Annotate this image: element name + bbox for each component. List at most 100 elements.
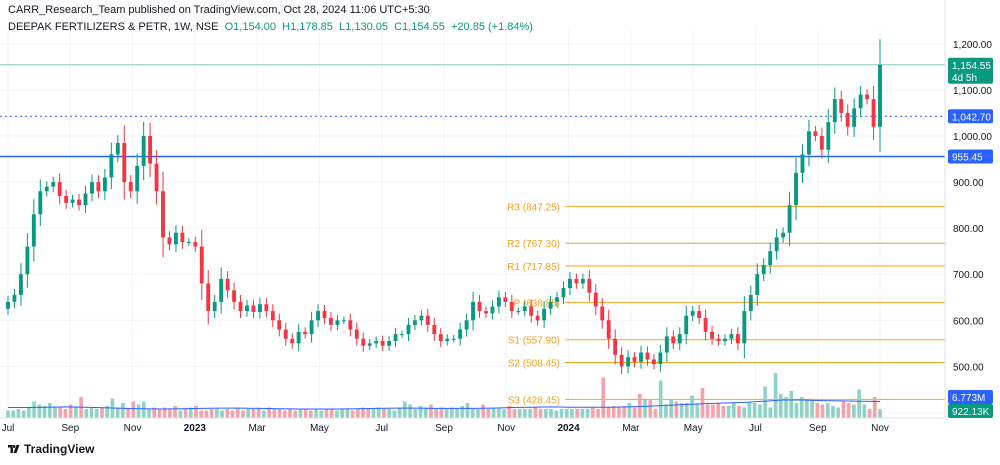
candle-body	[832, 99, 837, 123]
volume-bar	[361, 407, 365, 418]
volume-bar	[68, 404, 73, 418]
candle-body	[684, 315, 689, 335]
close-value: 1,154.55	[402, 21, 445, 33]
volume-bar	[878, 409, 882, 418]
volume-bar	[664, 404, 668, 418]
candle-body	[535, 315, 540, 321]
volume-bar	[695, 404, 700, 418]
volume-bar	[528, 409, 532, 418]
candle-body	[44, 186, 49, 192]
volume-bar	[549, 409, 553, 418]
volume-bar	[434, 409, 438, 418]
volume-bar	[58, 407, 63, 418]
volume-bar	[439, 407, 444, 418]
volume-bar	[831, 406, 835, 418]
volume-bar	[235, 407, 240, 418]
candle-body	[115, 142, 120, 155]
candle-body	[387, 341, 392, 346]
symbol-name[interactable]: DEEPAK FERTILIZERS & PETR, 1W, NSE	[8, 21, 219, 33]
volume-bar	[387, 409, 392, 418]
candle-body	[316, 311, 320, 321]
volume-bar	[382, 409, 386, 418]
candle-body	[574, 278, 579, 284]
volume-bar	[371, 409, 376, 418]
publisher-line: CARR_Research_Team published on TradingV…	[8, 4, 430, 16]
volume-bar	[392, 410, 397, 418]
volume-bar	[669, 400, 673, 418]
candle-body	[102, 177, 107, 192]
volume-bar	[606, 407, 611, 418]
candle-body	[716, 338, 721, 342]
candle-body	[154, 163, 159, 192]
candle-body	[135, 165, 140, 192]
candle-body	[516, 311, 521, 313]
candle-body	[639, 352, 643, 362]
volume-bar	[815, 403, 820, 418]
candle-body	[438, 334, 443, 342]
volume-bar	[747, 401, 752, 418]
volume-bar	[356, 409, 360, 418]
candle-body	[406, 324, 411, 335]
candle-body	[322, 311, 327, 319]
x-tick-label: Nov	[124, 423, 142, 434]
volume-bar	[42, 406, 47, 418]
volume-bar	[491, 407, 496, 418]
level-tag-label: 1,042.70	[952, 112, 991, 123]
candle-body	[658, 352, 663, 365]
price-axis[interactable]: 400.00500.00600.00700.00800.00900.001,00…	[953, 40, 992, 420]
volume-bar	[825, 403, 830, 418]
publisher-text: CARR_Research_Team published on TradingV…	[8, 4, 430, 16]
candle-body	[496, 297, 501, 307]
volume-bar	[643, 400, 647, 418]
pivot-label: S2 (508.45)	[508, 358, 560, 369]
volume-bar	[570, 409, 574, 418]
volume-bar	[533, 407, 538, 418]
volume-bar	[246, 409, 251, 418]
candle-body	[839, 99, 844, 113]
volume-bar	[267, 407, 271, 418]
volume-bar	[455, 409, 459, 418]
candle-body	[845, 112, 850, 127]
volume-bar	[105, 406, 110, 418]
volume-bar	[162, 407, 167, 418]
volume-bar	[507, 406, 512, 418]
candle-body	[819, 135, 824, 150]
candle-body	[606, 320, 611, 339]
volume-bar	[157, 409, 162, 418]
candle-body	[6, 301, 10, 309]
x-tick-label: Nov	[871, 423, 889, 434]
y-tick-label: 800.00	[953, 224, 984, 235]
volume-bar	[277, 409, 282, 418]
volume-bar	[324, 409, 329, 418]
volume-bar	[288, 409, 292, 418]
candle-body	[664, 336, 669, 353]
volume-bar	[632, 407, 637, 418]
volume-bar	[496, 407, 501, 418]
volume-bar	[799, 397, 804, 418]
pivot-label: S1 (557.90)	[508, 336, 560, 347]
volume-bar	[100, 407, 104, 418]
volume-bar	[705, 404, 710, 418]
volume-bar	[523, 409, 527, 418]
candle-body	[852, 108, 857, 127]
candle-body	[303, 331, 308, 335]
x-tick-label: Sep	[809, 423, 827, 434]
volume-bar	[350, 410, 355, 418]
volume-bar	[862, 404, 867, 418]
volume-bar	[481, 404, 485, 418]
candle-body	[341, 320, 346, 322]
volume-bar	[329, 409, 334, 418]
time-axis[interactable]: Jul Sep Nov 2023 Mar May Jul Sep Nov 2024 Mar May Ju…	[2, 423, 889, 434]
volume-bar	[16, 409, 21, 418]
candle-body	[57, 182, 62, 196]
volume-bar	[564, 409, 569, 418]
volume-bar	[517, 409, 522, 418]
volume-bar	[716, 403, 720, 418]
y-tick-label: 700.00	[953, 270, 984, 281]
tradingview-logo[interactable]: TradingView	[8, 442, 94, 456]
volume-bar	[282, 410, 287, 418]
volume-bar	[220, 410, 224, 418]
volume-bar	[63, 409, 68, 418]
